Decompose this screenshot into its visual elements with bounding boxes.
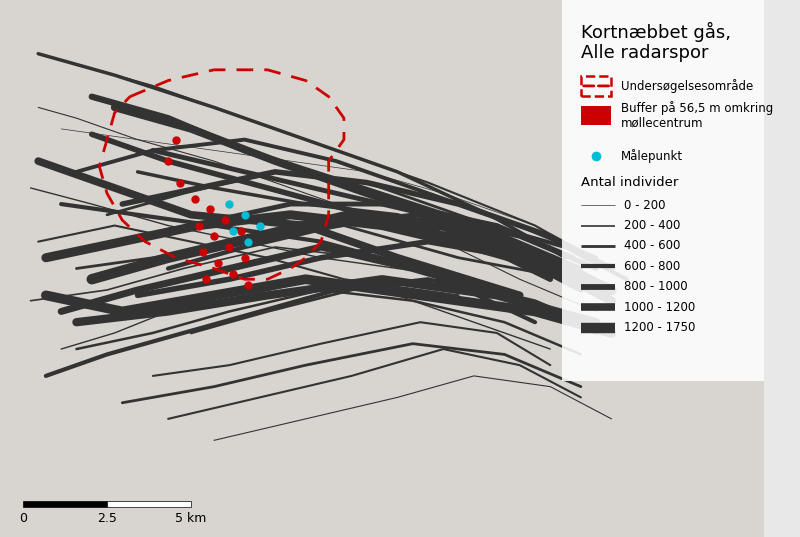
Text: 1000 - 1200: 1000 - 1200 — [624, 301, 695, 314]
Text: 5 km: 5 km — [175, 512, 206, 525]
Text: 1200 - 1750: 1200 - 1750 — [624, 321, 695, 334]
Text: Buffer på 56,5 m omkring
møllecentrum: Buffer på 56,5 m omkring møllecentrum — [621, 101, 773, 130]
Text: 600 - 800: 600 - 800 — [624, 260, 680, 273]
Text: 0: 0 — [19, 512, 27, 525]
Text: 2.5: 2.5 — [97, 512, 117, 525]
FancyBboxPatch shape — [581, 106, 611, 125]
Text: Antal individer: Antal individer — [581, 176, 678, 189]
FancyBboxPatch shape — [0, 0, 764, 537]
FancyBboxPatch shape — [107, 501, 191, 507]
Text: 400 - 600: 400 - 600 — [624, 240, 680, 252]
Text: 800 - 1000: 800 - 1000 — [624, 280, 687, 293]
FancyBboxPatch shape — [562, 0, 772, 381]
Text: Målepunkt: Målepunkt — [621, 149, 682, 163]
Text: Undersøgelsesområde: Undersøgelsesområde — [621, 79, 753, 93]
FancyBboxPatch shape — [23, 501, 107, 507]
Text: 200 - 400: 200 - 400 — [624, 219, 680, 232]
Text: Kortnæbbet gås,
Alle radarspor: Kortnæbbet gås, Alle radarspor — [581, 21, 731, 62]
Text: 0 - 200: 0 - 200 — [624, 199, 665, 212]
